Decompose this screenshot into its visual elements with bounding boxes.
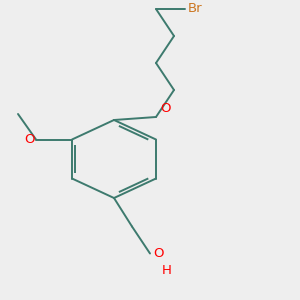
Text: O: O bbox=[153, 247, 164, 260]
Text: H: H bbox=[161, 264, 171, 277]
Text: Br: Br bbox=[188, 2, 202, 16]
Text: O: O bbox=[160, 103, 171, 116]
Text: O: O bbox=[24, 133, 34, 146]
